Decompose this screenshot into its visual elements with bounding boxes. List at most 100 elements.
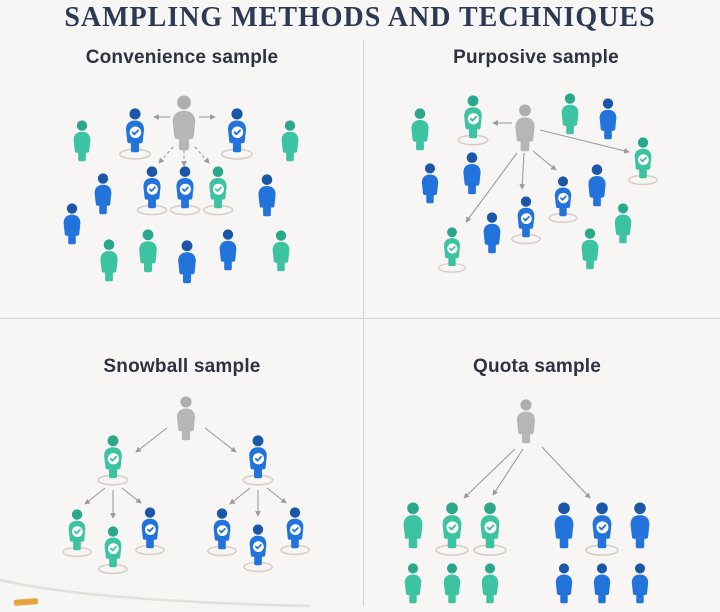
person-head [414, 108, 426, 119]
check-icon [148, 186, 156, 192]
check-icon [598, 524, 607, 531]
person-head [261, 174, 273, 185]
check-icon [522, 216, 530, 222]
person-head [407, 502, 419, 515]
person-body [219, 240, 237, 271]
person-icon [403, 502, 423, 549]
label-purposive-sample: Purposive sample [453, 47, 619, 68]
person-body [178, 252, 196, 284]
person-body [411, 120, 429, 151]
vertical-divider [363, 40, 364, 606]
person-head [466, 152, 478, 163]
check-icon [109, 455, 117, 462]
person-body [593, 574, 611, 604]
researcher-icon [176, 396, 196, 441]
selected-person-icon [242, 435, 274, 486]
selection-arrow [519, 152, 526, 190]
selected-person-icon [585, 502, 619, 557]
selected-person-icon [280, 507, 310, 556]
person-head [446, 563, 458, 574]
selected-person-icon [62, 509, 92, 558]
selection-arrow [539, 129, 630, 154]
selected-person-icon [435, 502, 469, 557]
selection-arrow [266, 487, 287, 504]
person-head [181, 240, 193, 252]
person-icon [581, 228, 599, 270]
selected-person-icon [98, 526, 128, 575]
person-icon [631, 563, 649, 604]
person-icon [561, 93, 579, 135]
check-icon [181, 186, 189, 192]
check-icon [469, 115, 477, 122]
person-body [94, 184, 112, 215]
snowball-diagram [62, 396, 310, 575]
check-icon [486, 524, 495, 531]
selected-person-icon [437, 227, 467, 273]
person-icon [63, 203, 81, 245]
person-head [484, 563, 496, 574]
person-body [555, 574, 573, 604]
check-icon [560, 195, 567, 201]
check-icon [291, 527, 299, 533]
person-icon [481, 563, 499, 604]
person-body [614, 214, 632, 244]
check-icon [73, 529, 81, 535]
person-icon [94, 173, 112, 215]
person-head [584, 228, 596, 239]
person-head [564, 93, 576, 104]
person-icon [404, 563, 422, 604]
person-head [231, 108, 243, 120]
person-icon [614, 203, 632, 244]
person-icon [443, 563, 461, 604]
check-icon [146, 527, 154, 533]
person-head [107, 435, 119, 447]
selection-arrow [492, 448, 524, 496]
check-icon [449, 246, 456, 252]
person-head [179, 166, 191, 177]
person-head [634, 563, 646, 574]
person-head [142, 229, 154, 241]
check-icon [214, 186, 222, 192]
quota-diagram [403, 399, 650, 604]
person-head [180, 396, 192, 408]
person-icon [483, 212, 501, 254]
selection-arrow [463, 448, 516, 499]
person-body [281, 131, 299, 162]
label-convenience-sample: Convenience sample [85, 47, 279, 68]
person-head [97, 173, 109, 184]
selected-person-icon [119, 108, 151, 160]
researcher-icon [515, 104, 535, 152]
person-head [617, 203, 629, 214]
person-body [172, 110, 196, 151]
selection-arrow [541, 446, 591, 499]
person-icon [630, 502, 650, 549]
convenience-diagram [63, 95, 299, 284]
person-icon [463, 152, 481, 195]
person-head [407, 563, 419, 574]
person-icon [599, 98, 617, 140]
person-head [284, 120, 296, 131]
person-head [216, 508, 228, 519]
person-icon [219, 229, 237, 271]
selection-arrow [194, 146, 210, 164]
selection-arrow [158, 146, 174, 164]
selection-arrow [532, 150, 557, 171]
selected-person-icon [473, 502, 507, 557]
person-icon [258, 174, 276, 217]
person-body [599, 109, 617, 140]
person-head [424, 163, 436, 174]
person-body [404, 574, 422, 604]
person-head [520, 399, 532, 411]
person-head [634, 502, 646, 515]
check-icon [639, 157, 647, 163]
selected-person-icon [136, 166, 168, 216]
person-body [73, 131, 91, 162]
person-head [107, 526, 119, 537]
person-body [554, 515, 574, 549]
page-curl-artifact [0, 578, 311, 608]
person-head [103, 239, 115, 250]
check-icon [233, 129, 242, 136]
selected-person-icon [243, 524, 273, 573]
